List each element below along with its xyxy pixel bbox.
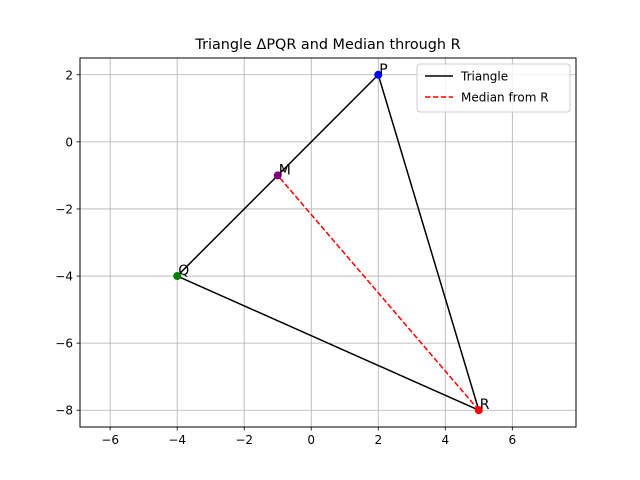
point-p-label: P <box>379 62 387 78</box>
point-m-label: M <box>279 162 291 178</box>
y-tick-label: 0 <box>65 135 73 149</box>
y-tick-label: −6 <box>55 337 73 351</box>
legend: Triangle Median from R <box>416 63 571 113</box>
point-q-label: Q <box>178 263 189 279</box>
x-tick-label: −6 <box>101 433 119 447</box>
x-tick-label: 6 <box>509 433 517 447</box>
y-tick-label: −2 <box>55 202 73 216</box>
point-p-marker <box>374 70 383 79</box>
x-tick-label: 0 <box>307 433 315 447</box>
x-tick-label: 4 <box>441 433 449 447</box>
x-tick-label: −2 <box>235 433 253 447</box>
data-points: P Q R M <box>173 62 490 415</box>
y-tick-label: 2 <box>65 68 73 82</box>
x-tick-label: −4 <box>168 433 186 447</box>
point-r-marker <box>474 406 483 415</box>
axis-ticks: −6 −4 −2 0 2 4 6 −8 −6 −4 −2 0 2 <box>55 68 516 447</box>
legend-label: Median from R <box>461 91 549 105</box>
axes-frame <box>79 57 577 428</box>
x-tick-label: 2 <box>374 433 382 447</box>
series-line-median-from-r <box>277 174 480 411</box>
legend-box <box>416 63 571 113</box>
legend-label: Triangle <box>460 70 508 84</box>
point-r-label: R <box>480 397 490 413</box>
y-tick-label: −4 <box>55 270 73 284</box>
y-tick-label: −8 <box>55 404 73 418</box>
chart-title: Triangle ΔPQR and Median through R <box>194 37 460 53</box>
point-q-marker <box>173 272 182 281</box>
grid <box>80 58 576 427</box>
point-m-marker <box>273 171 282 180</box>
